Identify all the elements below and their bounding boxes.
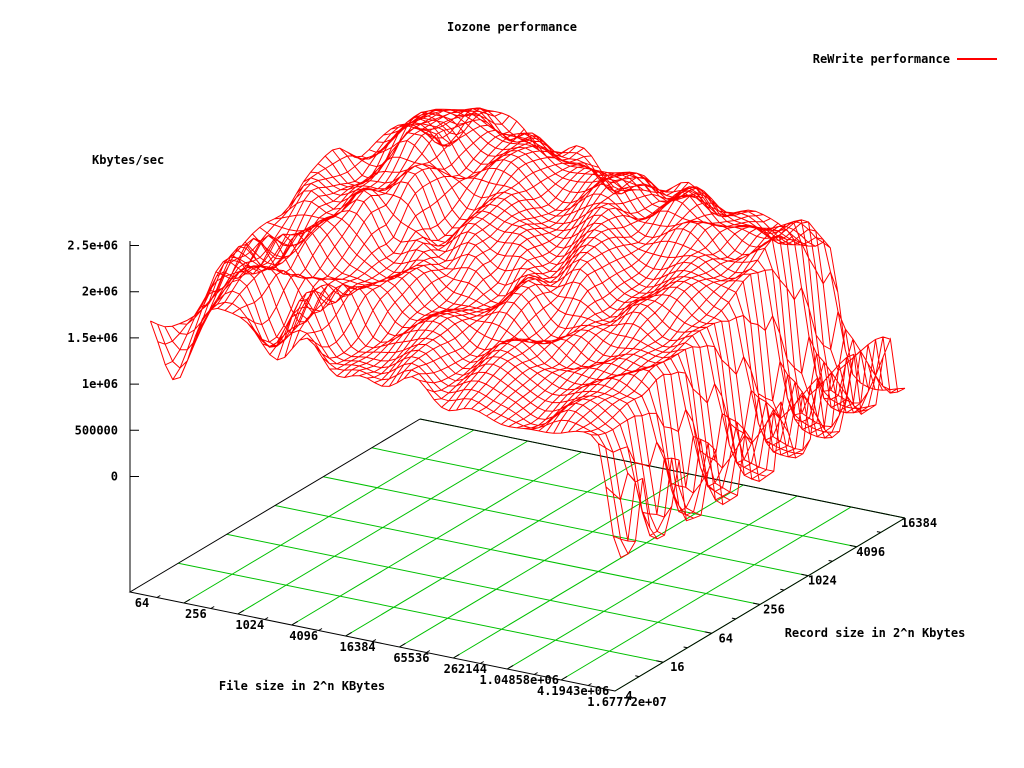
x-tick-label: 1024 [235, 618, 264, 632]
legend-label: ReWrite performance [812, 52, 950, 66]
plot-border-and-ticks [128, 241, 906, 692]
x-tick-label: 4096 [289, 629, 318, 643]
y-tick-label: 4 [625, 689, 632, 703]
x-tick-label: 65536 [393, 651, 429, 665]
chart-title: Iozone performance [446, 20, 578, 34]
x-tick-label: 1.04858e+06 [479, 673, 558, 687]
y-tick-label: 1024 [808, 574, 837, 588]
y-tick-label: 4096 [856, 545, 885, 559]
legend: ReWrite performance [813, 52, 997, 66]
y-tick-label: 16 [670, 660, 684, 674]
base-grid [178, 418, 906, 692]
x-axis-label: File size in 2^n KBytes [218, 679, 386, 693]
surface-mesh [149, 107, 906, 558]
y-tick-label: 256 [763, 603, 785, 617]
z-axis-label: Kbytes/sec [92, 153, 165, 167]
z-tick-label: 2.5e+06 [67, 239, 118, 253]
x-tick-label: 1.67772e+07 [587, 695, 666, 709]
x-tick-label: 16384 [340, 640, 376, 654]
z-tick-label: 500000 [75, 423, 118, 437]
z-tick-label: 1.5e+06 [67, 331, 118, 345]
z-tick-label: 0 [111, 470, 118, 484]
legend-line-sample [957, 58, 997, 60]
z-tick-label: 1e+06 [82, 377, 118, 391]
x-tick-label: 4.1943e+06 [537, 684, 609, 698]
x-tick-label: 262144 [444, 662, 487, 676]
y-tick-label: 16384 [901, 516, 937, 530]
y-tick-label: 64 [718, 631, 732, 645]
y-axis-label: Record size in 2^n Kbytes [784, 626, 966, 640]
x-tick-label: 64 [135, 596, 149, 610]
x-tick-label: 256 [185, 607, 207, 621]
z-tick-label: 2e+06 [82, 285, 118, 299]
